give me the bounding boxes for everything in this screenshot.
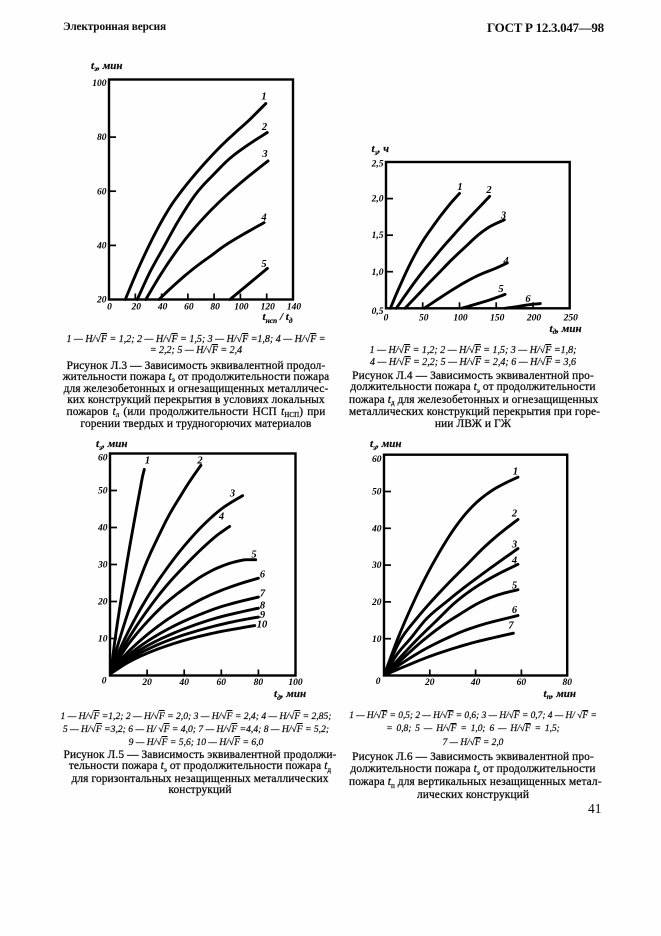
svg-text:2: 2 bbox=[196, 456, 203, 467]
svg-text:10: 10 bbox=[257, 620, 268, 631]
svg-text:60: 60 bbox=[184, 302, 194, 312]
svg-text:40: 40 bbox=[470, 678, 481, 688]
svg-text:1: 1 bbox=[457, 182, 462, 193]
svg-text:100: 100 bbox=[234, 302, 249, 312]
svg-text:30: 30 bbox=[371, 561, 382, 571]
svg-text:2: 2 bbox=[485, 185, 492, 196]
svg-text:10: 10 bbox=[98, 635, 108, 645]
svg-text:100: 100 bbox=[92, 79, 107, 89]
svg-text:60: 60 bbox=[372, 455, 382, 465]
svg-text:3: 3 bbox=[229, 489, 235, 500]
svg-text:200: 200 bbox=[526, 313, 542, 323]
svg-text:7: 7 bbox=[508, 621, 514, 632]
svg-text:120: 120 bbox=[261, 302, 276, 312]
svg-text:2,0: 2,0 bbox=[371, 195, 384, 205]
svg-text:1: 1 bbox=[261, 92, 266, 103]
svg-text:60: 60 bbox=[97, 187, 107, 197]
svg-text:20: 20 bbox=[424, 678, 435, 688]
svg-text:1: 1 bbox=[513, 467, 518, 478]
svg-text:40: 40 bbox=[178, 678, 189, 688]
svg-text:8: 8 bbox=[260, 601, 266, 612]
svg-text:10: 10 bbox=[372, 635, 382, 645]
svg-text:4: 4 bbox=[502, 256, 508, 267]
svg-text:30: 30 bbox=[97, 561, 108, 571]
svg-text:20: 20 bbox=[97, 598, 108, 608]
svg-text:40: 40 bbox=[371, 524, 382, 534]
svg-text:4: 4 bbox=[218, 512, 224, 523]
svg-text:6: 6 bbox=[512, 605, 518, 616]
svg-text:0: 0 bbox=[376, 677, 381, 687]
svg-text:80: 80 bbox=[210, 302, 220, 312]
svg-text:0: 0 bbox=[384, 313, 389, 323]
svg-text:3: 3 bbox=[500, 211, 506, 222]
svg-text:1,0: 1,0 bbox=[372, 268, 384, 278]
svg-text:1: 1 bbox=[145, 456, 150, 467]
svg-text:40: 40 bbox=[97, 524, 108, 534]
svg-text:3: 3 bbox=[261, 149, 267, 160]
svg-text:4: 4 bbox=[511, 556, 517, 567]
svg-text:0: 0 bbox=[102, 677, 107, 687]
svg-text:250: 250 bbox=[563, 313, 579, 323]
svg-text:60: 60 bbox=[517, 678, 527, 688]
svg-text:100: 100 bbox=[453, 313, 468, 323]
svg-text:140: 140 bbox=[287, 302, 302, 312]
svg-text:20: 20 bbox=[96, 296, 107, 306]
svg-text:7: 7 bbox=[260, 589, 266, 600]
svg-text:80: 80 bbox=[254, 678, 264, 688]
svg-text:2: 2 bbox=[261, 122, 268, 133]
svg-text:50: 50 bbox=[419, 313, 429, 323]
svg-text:4: 4 bbox=[260, 213, 266, 224]
svg-text:50: 50 bbox=[372, 488, 382, 498]
svg-text:150: 150 bbox=[490, 313, 505, 323]
svg-text:1,5: 1,5 bbox=[372, 231, 384, 241]
svg-text:80: 80 bbox=[562, 678, 572, 688]
svg-text:20: 20 bbox=[131, 302, 142, 312]
svg-text:5: 5 bbox=[251, 550, 256, 561]
svg-text:5: 5 bbox=[498, 284, 503, 295]
svg-text:0,5: 0,5 bbox=[372, 307, 384, 317]
svg-text:5: 5 bbox=[512, 581, 517, 592]
svg-text:20: 20 bbox=[371, 598, 382, 608]
svg-text:40: 40 bbox=[96, 242, 107, 252]
svg-text:6: 6 bbox=[525, 294, 531, 305]
svg-text:60: 60 bbox=[98, 454, 108, 464]
svg-text:2: 2 bbox=[511, 509, 518, 520]
svg-text:3: 3 bbox=[511, 540, 517, 551]
svg-text:5: 5 bbox=[261, 259, 266, 270]
svg-text:9: 9 bbox=[260, 610, 266, 621]
svg-text:2,5: 2,5 bbox=[371, 160, 384, 170]
svg-text:100: 100 bbox=[288, 678, 303, 688]
svg-text:6: 6 bbox=[260, 570, 266, 581]
svg-text:80: 80 bbox=[97, 133, 107, 143]
svg-text:20: 20 bbox=[141, 678, 152, 688]
svg-text:60: 60 bbox=[217, 678, 227, 688]
svg-text:0: 0 bbox=[107, 302, 112, 312]
svg-text:50: 50 bbox=[98, 487, 108, 497]
svg-text:40: 40 bbox=[157, 302, 168, 312]
